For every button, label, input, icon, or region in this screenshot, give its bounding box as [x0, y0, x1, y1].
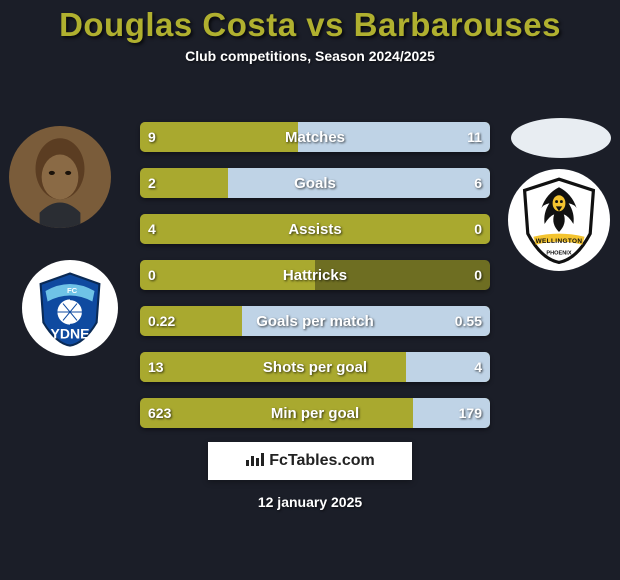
sydney-fc-icon: YDNE FC: [35, 270, 105, 347]
svg-text:FC: FC: [67, 286, 78, 295]
stat-row: 623179Min per goal: [140, 398, 490, 428]
stat-row: 40Assists: [140, 214, 490, 244]
stat-label: Shots per goal: [140, 352, 490, 382]
stat-row: 00Hattricks: [140, 260, 490, 290]
title-vs: vs: [306, 6, 344, 43]
stat-label: Goals: [140, 168, 490, 198]
player2-avatar: [510, 118, 612, 158]
player1-avatar: [9, 126, 111, 228]
title-player2: Barbarouses: [354, 6, 561, 43]
player2-club-logo: WELLINGTON PHOENIX: [508, 169, 610, 271]
wellington-phoenix-icon: WELLINGTON PHOENIX: [519, 176, 599, 264]
chart-icon: [245, 451, 265, 472]
stat-label: Goals per match: [140, 306, 490, 336]
svg-text:WELLINGTON: WELLINGTON: [536, 238, 583, 245]
comparison-infographic: Douglas Costa vs Barbarouses Club compet…: [0, 0, 620, 580]
stat-label: Min per goal: [140, 398, 490, 428]
page-title: Douglas Costa vs Barbarouses: [0, 0, 620, 44]
stat-label: Matches: [140, 122, 490, 152]
stat-row: 911Matches: [140, 122, 490, 152]
stats-bar-chart: 911Matches 26Goals 40Assists 00Hattricks 0.2…: [140, 122, 490, 444]
svg-text:PHOENIX: PHOENIX: [546, 250, 571, 256]
stat-label: Assists: [140, 214, 490, 244]
stat-label: Hattricks: [140, 260, 490, 290]
site-name: FcTables.com: [269, 452, 375, 470]
player1-face-icon: [9, 126, 111, 228]
svg-text:YDNE: YDNE: [51, 325, 90, 341]
stat-row: 0.220.55Goals per match: [140, 306, 490, 336]
stat-row: 134Shots per goal: [140, 352, 490, 382]
title-player1: Douglas Costa: [59, 6, 297, 43]
stat-row: 26Goals: [140, 168, 490, 198]
site-badge: FcTables.com: [208, 442, 412, 480]
player2-placeholder-icon: [510, 118, 612, 158]
footer-date: 12 january 2025: [0, 494, 620, 510]
subtitle: Club competitions, Season 2024/2025: [0, 48, 620, 64]
player1-club-logo: YDNE FC: [22, 260, 118, 356]
